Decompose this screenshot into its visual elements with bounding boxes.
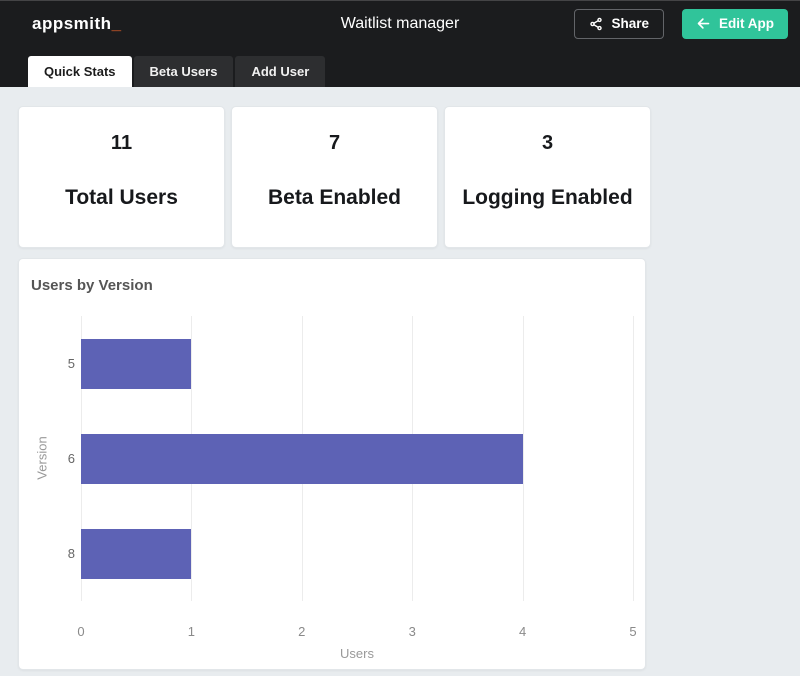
appsmith-logo: appsmith_ — [32, 14, 122, 34]
x-tick-label-4: 4 — [518, 624, 527, 639]
y-axis-title: Version — [34, 436, 50, 480]
gridline-x-4 — [522, 316, 524, 601]
stat-value: 7 — [328, 132, 341, 154]
plot-area — [81, 316, 634, 601]
bar-version-6[interactable] — [81, 433, 523, 484]
stat-label: Total Users — [65, 186, 178, 209]
canvas: 11 Total Users 7 Beta Enabled 3 Logging Enabl… — [0, 87, 800, 676]
x-tick-label-5: 5 — [629, 624, 637, 639]
logo-cursor: _ — [111, 13, 122, 33]
x-axis-title: Users — [340, 646, 374, 661]
x-tick-label-2: 2 — [298, 624, 306, 639]
edit-app-button-label: Edit App — [719, 16, 774, 31]
share-icon — [589, 17, 603, 31]
x-tick-label-3: 3 — [408, 624, 416, 639]
logo-text: appsmith — [32, 13, 112, 33]
y-category-label-5: 5 — [67, 355, 75, 371]
gridline-x-5 — [633, 316, 634, 601]
y-category-label-6: 6 — [67, 450, 75, 466]
tab-beta-users[interactable]: Beta Users — [133, 56, 234, 87]
tab-quick-stats[interactable]: Quick Stats — [28, 56, 132, 87]
chart-title: Users by Version — [31, 277, 153, 294]
arrow-left-icon — [696, 16, 711, 31]
stats-row: 11 Total Users 7 Beta Enabled 3 Logging Enabl… — [18, 106, 800, 248]
tab-bar: Quick Stats Beta Users Add User — [0, 46, 800, 87]
chart-area: 5 6 8 0 1 2 3 4 5 Users Version — [19, 259, 645, 669]
bar-version-5[interactable] — [81, 338, 192, 389]
x-tick-label-1: 1 — [187, 624, 195, 639]
edit-app-button[interactable]: Edit App — [682, 8, 788, 39]
stat-card-beta-enabled: 7 Beta Enabled — [231, 106, 438, 248]
stat-label: Beta Enabled — [267, 186, 402, 209]
bar-version-8[interactable] — [81, 528, 192, 579]
stat-card-logging-enabled: 3 Logging Enabled — [444, 106, 651, 248]
share-button[interactable]: Share — [574, 8, 664, 39]
chart-widget: Users by Version 5 6 8 0 1 2 3 4 5 Users Version — [18, 258, 646, 670]
share-button-label: Share — [611, 16, 649, 31]
header-actions: Share Edit App — [574, 8, 788, 39]
stat-value: 3 — [541, 132, 554, 154]
stat-value: 11 — [110, 132, 133, 154]
x-tick-label-0: 0 — [77, 624, 85, 639]
tab-add-user[interactable]: Add User — [235, 56, 326, 87]
y-category-label-8: 8 — [67, 545, 75, 561]
app-header: appsmith_ Waitlist manager Share — [0, 0, 800, 46]
stat-label: Logging Enabled — [462, 186, 633, 209]
page-title: Waitlist manager — [340, 14, 460, 32]
stat-card-total-users: 11 Total Users — [18, 106, 225, 248]
